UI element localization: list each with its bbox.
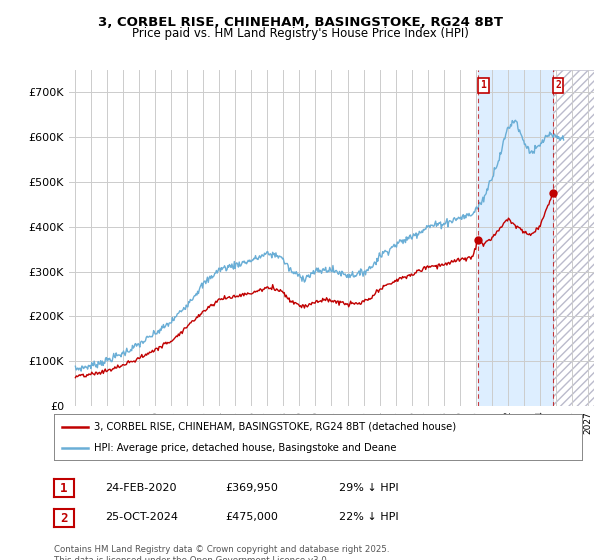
Text: Price paid vs. HM Land Registry's House Price Index (HPI): Price paid vs. HM Land Registry's House …	[131, 27, 469, 40]
Text: 2: 2	[60, 511, 68, 525]
Text: 2: 2	[555, 80, 561, 90]
Text: £475,000: £475,000	[225, 512, 278, 522]
Text: 22% ↓ HPI: 22% ↓ HPI	[339, 512, 398, 522]
Bar	[478, 70, 553, 406]
Text: £369,950: £369,950	[225, 483, 278, 493]
Text: Contains HM Land Registry data © Crown copyright and database right 2025.
This d: Contains HM Land Registry data © Crown c…	[54, 545, 389, 560]
Text: 3, CORBEL RISE, CHINEHAM, BASINGSTOKE, RG24 8BT: 3, CORBEL RISE, CHINEHAM, BASINGSTOKE, R…	[97, 16, 503, 29]
Text: 24-FEB-2020: 24-FEB-2020	[105, 483, 176, 493]
Text: 3, CORBEL RISE, CHINEHAM, BASINGSTOKE, RG24 8BT (detached house): 3, CORBEL RISE, CHINEHAM, BASINGSTOKE, R…	[94, 422, 456, 432]
Text: 1: 1	[60, 482, 68, 495]
Text: 29% ↓ HPI: 29% ↓ HPI	[339, 483, 398, 493]
Text: 1: 1	[481, 80, 486, 90]
Text: HPI: Average price, detached house, Basingstoke and Deane: HPI: Average price, detached house, Basi…	[94, 443, 396, 453]
Text: 25-OCT-2024: 25-OCT-2024	[105, 512, 178, 522]
